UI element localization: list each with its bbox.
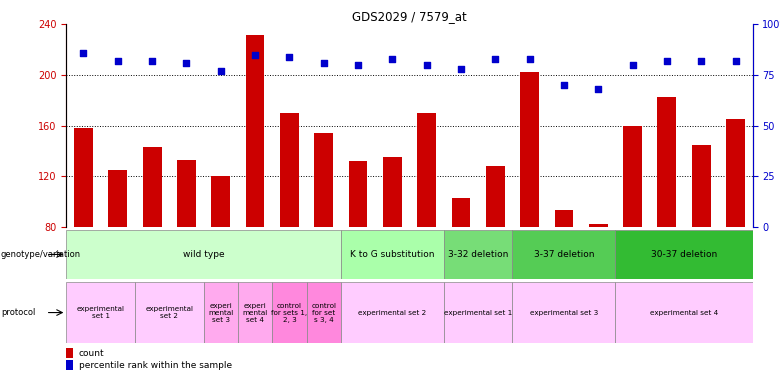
Point [180, 60, 193, 66]
Bar [280, 113, 299, 227]
Bar [486, 166, 505, 227]
Text: experimental
set 1: experimental set 1 [76, 306, 125, 319]
Bar [108, 170, 127, 227]
Bar [74, 128, 93, 227]
Point [77, 50, 90, 56]
Bar [452, 198, 470, 227]
Bar [307, 282, 341, 343]
Bar [615, 282, 753, 343]
Point [455, 66, 467, 72]
Text: control
for sets 1,
2, 3: control for sets 1, 2, 3 [271, 303, 307, 322]
Text: experimental set 2: experimental set 2 [358, 310, 427, 316]
Bar [66, 360, 73, 370]
Bar [349, 161, 367, 227]
Point [249, 52, 261, 58]
Bar [66, 282, 135, 343]
Point [112, 58, 124, 64]
Point [626, 62, 639, 68]
Bar [383, 157, 402, 227]
Text: experi
mental
set 4: experi mental set 4 [243, 303, 268, 322]
Bar [512, 282, 615, 343]
Point [489, 56, 502, 62]
Bar [272, 282, 307, 343]
Text: count: count [79, 349, 105, 358]
Text: control
for set
s 3, 4: control for set s 3, 4 [311, 303, 336, 322]
Point [729, 58, 742, 64]
Point [352, 62, 364, 68]
Bar [623, 126, 642, 227]
Point [386, 56, 399, 62]
Bar [135, 282, 204, 343]
Bar [555, 210, 573, 227]
Bar [615, 230, 753, 279]
Point [592, 86, 604, 92]
Text: wild type: wild type [183, 250, 225, 259]
Point [420, 62, 433, 68]
Text: 3-32 deletion: 3-32 deletion [448, 250, 509, 259]
Text: experimental set 1: experimental set 1 [444, 310, 512, 316]
Bar [143, 147, 161, 227]
Bar [177, 160, 196, 227]
Text: experi
mental
set 3: experi mental set 3 [208, 303, 233, 322]
Point [695, 58, 707, 64]
Bar [658, 96, 676, 227]
Bar [444, 282, 512, 343]
Point [283, 54, 296, 60]
Bar [204, 282, 238, 343]
Point [661, 58, 673, 64]
Point [215, 68, 227, 74]
Point [317, 60, 330, 66]
Bar [589, 224, 608, 227]
Text: genotype/variation: genotype/variation [1, 250, 81, 259]
Text: K to G substitution: K to G substitution [350, 250, 434, 259]
Bar [520, 72, 539, 227]
Bar [444, 230, 512, 279]
Text: experimental set 4: experimental set 4 [650, 310, 718, 316]
Bar [341, 282, 444, 343]
Bar [692, 145, 711, 227]
Bar [66, 348, 73, 358]
Bar [314, 133, 333, 227]
Text: experimental
set 2: experimental set 2 [145, 306, 193, 319]
Bar [417, 113, 436, 227]
Bar [211, 176, 230, 227]
Bar [66, 230, 341, 279]
Point [523, 56, 536, 62]
Title: GDS2029 / 7579_at: GDS2029 / 7579_at [352, 10, 467, 23]
Bar [726, 119, 745, 227]
Bar [238, 282, 272, 343]
Bar [512, 230, 615, 279]
Text: protocol: protocol [1, 308, 35, 317]
Point [146, 58, 158, 64]
Text: 30-37 deletion: 30-37 deletion [651, 250, 717, 259]
Text: experimental set 3: experimental set 3 [530, 310, 598, 316]
Bar [246, 34, 264, 227]
Text: 3-37 deletion: 3-37 deletion [534, 250, 594, 259]
Bar [341, 230, 444, 279]
Point [558, 82, 570, 88]
Text: percentile rank within the sample: percentile rank within the sample [79, 361, 232, 370]
